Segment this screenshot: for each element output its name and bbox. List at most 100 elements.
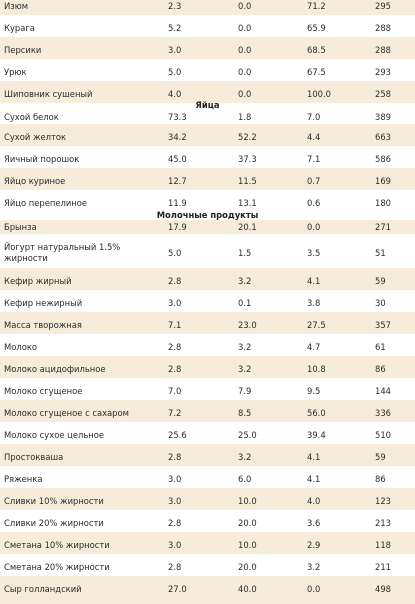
calories-value: 86 <box>375 474 386 484</box>
fat-value: 40.0 <box>238 584 257 594</box>
carbs-value: 68.5 <box>307 45 326 55</box>
protein-value: 7.0 <box>168 386 182 396</box>
carbs-value: 7.1 <box>307 154 321 164</box>
protein-value: 5.2 <box>168 23 182 33</box>
product-name: Ряженка <box>4 474 43 484</box>
carbs-value: 100.0 <box>307 89 331 99</box>
product-name: Сухой желток <box>4 132 67 142</box>
product-name: Сухой белок <box>4 112 59 122</box>
product-name: Молоко сухое цельное <box>4 430 105 440</box>
calories-value: 295 <box>375 1 391 11</box>
carbs-value: 0.7 <box>307 176 321 186</box>
calories-value: 389 <box>375 112 391 122</box>
calories-value: 59 <box>375 276 386 286</box>
carbs-value: 3.6 <box>307 518 321 528</box>
carbs-value: 0.6 <box>307 198 321 208</box>
protein-value: 3.0 <box>168 474 182 484</box>
section-heading-dairy: Молочные продукты <box>156 210 259 220</box>
protein-value: 2.3 <box>168 1 182 11</box>
carbs-value: 7.0 <box>307 112 321 122</box>
carbs-value: 71.2 <box>307 1 326 11</box>
protein-value: 2.8 <box>168 518 182 528</box>
calories-value: 169 <box>375 176 391 186</box>
protein-value: 2.8 <box>168 562 182 572</box>
product-name: Сливки 10% жирности <box>4 496 104 506</box>
fat-value: 8.5 <box>238 408 252 418</box>
calories-value: 211 <box>375 562 391 572</box>
fat-value: 13.1 <box>238 198 257 208</box>
product-name: Яйцо перепелиное <box>4 198 88 208</box>
table-row: Сухой желток 34.2 52.2 4.4 663 <box>0 124 415 146</box>
table-row: Яйцо куриное 12.7 11.5 0.7 169 <box>0 168 415 190</box>
fat-value: 10.0 <box>238 540 257 550</box>
protein-value: 45.0 <box>168 154 187 164</box>
product-name: Брынза <box>4 222 37 232</box>
calories-value: 180 <box>375 198 391 208</box>
section-heading-eggs: Яйца <box>195 100 220 110</box>
product-name: Молоко ацидофильное <box>4 364 106 374</box>
table-row: Брынза 17.9 20.1 0.0 271 <box>0 220 415 234</box>
product-name: Яйцо куриное <box>4 176 66 186</box>
table-row: Масса творожная 7.1 23.0 27.5 357 <box>0 312 415 334</box>
protein-value: 2.8 <box>168 364 182 374</box>
calories-value: 213 <box>375 518 391 528</box>
table-row: Курага 5.2 0.0 65.9 288 <box>0 15 415 37</box>
table-row: Кефир жирный 2.8 3.2 4.1 59 <box>0 268 415 290</box>
product-name: Курага <box>4 23 35 33</box>
protein-value: 73.3 <box>168 112 187 122</box>
fat-value: 20.0 <box>238 518 257 528</box>
calories-value: 123 <box>375 496 391 506</box>
carbs-value: 0.0 <box>307 584 321 594</box>
calories-value: 586 <box>375 154 391 164</box>
carbs-value: 10.8 <box>307 364 326 374</box>
table-row: Сливки 20% жирности 2.8 20.0 3.6 213 <box>0 510 415 532</box>
fat-value: 0.0 <box>238 45 252 55</box>
table-row: Молоко сухое цельное 25.6 25.0 39.4 510 <box>0 422 415 444</box>
table-row: Изюм 2.3 0.0 71.2 295 <box>0 0 415 15</box>
product-name: Масса творожная <box>4 320 82 330</box>
carbs-value: 65.9 <box>307 23 326 33</box>
table-row: Шиповник сушеный 4.0 0.0 100.0 258 <box>0 81 415 103</box>
protein-value: 12.7 <box>168 176 187 186</box>
fat-value: 3.2 <box>238 364 252 374</box>
calories-value: 336 <box>375 408 391 418</box>
calories-value: 86 <box>375 364 386 374</box>
fat-value: 6.0 <box>238 474 252 484</box>
product-name: Изюм <box>4 1 29 11</box>
product-name: Простокваша <box>4 452 64 462</box>
fat-value: 23.0 <box>238 320 257 330</box>
protein-value: 2.8 <box>168 452 182 462</box>
calories-value: 51 <box>375 248 386 258</box>
protein-value: 5.0 <box>168 248 182 258</box>
table-row: Молоко сгущеное с сахаром 7.2 8.5 56.0 3… <box>0 400 415 422</box>
table-row: Яичный порошок 45.0 37.3 7.1 586 <box>0 146 415 168</box>
product-name: Сметана 20% жирности <box>4 562 110 572</box>
fat-value: 0.0 <box>238 1 252 11</box>
fat-value: 0.0 <box>238 67 252 77</box>
product-name: Урюк <box>4 67 27 77</box>
protein-value: 7.1 <box>168 320 182 330</box>
product-name: Молоко <box>4 342 38 352</box>
product-name: Молоко сгущеное <box>4 386 83 396</box>
calories-value: 61 <box>375 342 386 352</box>
table-row: Урюк 5.0 0.0 67.5 293 <box>0 59 415 81</box>
product-name: Сметана 10% жирности <box>4 540 110 550</box>
fat-value: 10.0 <box>238 496 257 506</box>
carbs-value: 3.5 <box>307 248 321 258</box>
protein-value: 2.8 <box>168 342 182 352</box>
calories-value: 357 <box>375 320 391 330</box>
protein-value: 3.0 <box>168 540 182 550</box>
carbs-value: 0.0 <box>307 222 321 232</box>
protein-value: 5.0 <box>168 67 182 77</box>
fat-value: 0.1 <box>238 298 252 308</box>
table-row: Сметана 20% жирности 2.8 20.0 3.2 211 <box>0 554 415 576</box>
product-name: Кефир жирный <box>4 276 72 286</box>
protein-value: 17.9 <box>168 222 187 232</box>
calories-value: 510 <box>375 430 391 440</box>
product-name: Йогурт натуральный 1.5% жирности <box>4 242 121 263</box>
carbs-value: 39.4 <box>307 430 326 440</box>
protein-value: 3.0 <box>168 298 182 308</box>
table-row: Молоко ацидофильное 2.8 3.2 10.8 86 <box>0 356 415 378</box>
product-name: Кефир нежирный <box>4 298 83 308</box>
